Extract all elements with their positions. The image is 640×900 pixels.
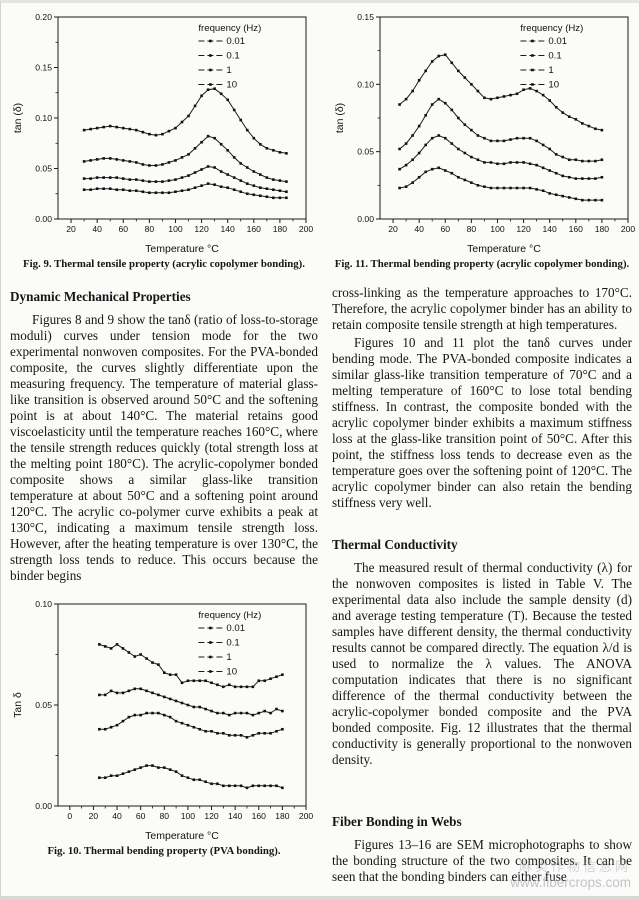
svg-text:Temperature °C: Temperature °C — [145, 830, 219, 842]
svg-text:60: 60 — [136, 811, 146, 821]
paragraph-thermal-conductivity: The measured result of thermal conductiv… — [332, 560, 632, 767]
paragraph-crosslinking: cross-linking as the temperature approac… — [332, 285, 632, 332]
figure-11-caption: Fig. 11. Thermal bending property (acryl… — [334, 258, 630, 270]
svg-text:Temperature °C: Temperature °C — [145, 243, 219, 255]
paragraph-fiber-bonding: Figures 13–16 are SEM microphotographs t… — [332, 837, 632, 884]
svg-text:0.10: 0.10 — [357, 79, 374, 89]
svg-text:180: 180 — [275, 811, 290, 821]
svg-text:100: 100 — [181, 811, 196, 821]
svg-text:1: 1 — [226, 652, 231, 663]
svg-text:200: 200 — [299, 224, 314, 234]
section-heading-thermal-conductivity: Thermal Conductivity — [332, 537, 458, 552]
svg-text:10: 10 — [548, 80, 559, 91]
left-column: 20 40 60 80 100 120 140 160 180 200 0.00 0.05 0.10 0.… — [10, 7, 318, 887]
svg-text:0: 0 — [67, 811, 72, 821]
svg-text:160: 160 — [252, 811, 267, 821]
svg-text:80: 80 — [467, 224, 477, 234]
svg-text:0.05: 0.05 — [35, 700, 52, 710]
svg-text:tan (δ): tan (δ) — [334, 103, 346, 133]
figure-11-chart: 20 40 60 80 100 120 140 160 180 200 0.00 0.05 0.10 0.… — [332, 7, 635, 257]
right-column: 20 40 60 80 100 120 140 160 180 200 0.00 0.05 0.10 0.… — [332, 7, 635, 887]
svg-text:frequency (Hz): frequency (Hz) — [520, 23, 583, 34]
svg-text:120: 120 — [516, 224, 531, 234]
svg-text:20: 20 — [66, 224, 76, 234]
svg-text:200: 200 — [299, 811, 314, 821]
svg-text:140: 140 — [228, 811, 243, 821]
svg-text:180: 180 — [595, 224, 610, 234]
svg-text:120: 120 — [204, 811, 219, 821]
figure-9: 20 40 60 80 100 120 140 160 180 200 0.00 0.05 0.10 0.… — [10, 7, 318, 271]
svg-text:0.20: 0.20 — [35, 12, 52, 22]
svg-text:0.01: 0.01 — [548, 36, 567, 47]
svg-text:0.1: 0.1 — [548, 51, 561, 62]
figure-11: 20 40 60 80 100 120 140 160 180 200 0.00 0.05 0.10 0.… — [332, 7, 635, 271]
svg-text:0.01: 0.01 — [226, 623, 245, 634]
svg-text:40: 40 — [112, 811, 122, 821]
svg-text:Temperature °C: Temperature °C — [467, 243, 541, 255]
svg-text:10: 10 — [226, 80, 237, 91]
svg-text:0.00: 0.00 — [35, 801, 52, 811]
svg-text:0.10: 0.10 — [35, 599, 52, 609]
svg-text:180: 180 — [273, 224, 288, 234]
figure-10-chart: 0 20 40 60 80 100 120 140 160 180 200 0.00 0.05 0.10 T… — [10, 594, 318, 844]
svg-text:20: 20 — [89, 811, 99, 821]
svg-text:120: 120 — [194, 224, 209, 234]
svg-text:0.00: 0.00 — [35, 214, 52, 224]
svg-text:1: 1 — [226, 65, 231, 76]
svg-text:tan (δ): tan (δ) — [12, 103, 24, 133]
figure-9-caption: Fig. 9. Thermal tensile property (acryli… — [23, 258, 305, 270]
svg-text:0.15: 0.15 — [35, 63, 52, 73]
svg-text:0.01: 0.01 — [226, 36, 245, 47]
svg-text:60: 60 — [440, 224, 450, 234]
svg-text:0.00: 0.00 — [357, 214, 374, 224]
svg-text:0.1: 0.1 — [226, 638, 239, 649]
svg-text:frequency (Hz): frequency (Hz) — [198, 23, 261, 34]
svg-text:140: 140 — [221, 224, 236, 234]
svg-text:200: 200 — [621, 224, 636, 234]
svg-text:0.05: 0.05 — [35, 164, 52, 174]
svg-text:frequency (Hz): frequency (Hz) — [198, 610, 261, 621]
svg-text:60: 60 — [118, 224, 128, 234]
section-heading-dynamic-mechanical-properties: Dynamic Mechanical Properties — [10, 289, 191, 304]
svg-text:100: 100 — [490, 224, 505, 234]
svg-text:0.05: 0.05 — [357, 147, 374, 157]
figure-10-caption: Fig. 10. Thermal bending property (PVA b… — [47, 845, 281, 857]
section-heading-fiber-bonding: Fiber Bonding in Webs — [332, 814, 462, 829]
svg-text:40: 40 — [414, 224, 424, 234]
svg-text:1: 1 — [548, 65, 553, 76]
svg-text:0.10: 0.10 — [35, 113, 52, 123]
svg-text:80: 80 — [160, 811, 170, 821]
svg-text:0.1: 0.1 — [226, 51, 239, 62]
svg-text:10: 10 — [226, 667, 237, 678]
paragraph-bending-mode: Figures 10 and 11 plot the tanδ curves u… — [332, 335, 632, 510]
svg-text:Tan δ: Tan δ — [12, 692, 24, 718]
svg-text:0.15: 0.15 — [357, 12, 374, 22]
svg-text:40: 40 — [92, 224, 102, 234]
svg-text:20: 20 — [388, 224, 398, 234]
figure-9-chart: 20 40 60 80 100 120 140 160 180 200 0.00 0.05 0.10 0.… — [10, 7, 318, 257]
svg-text:140: 140 — [543, 224, 558, 234]
two-column-layout: 20 40 60 80 100 120 140 160 180 200 0.00 0.05 0.10 0.… — [1, 3, 639, 887]
svg-text:80: 80 — [145, 224, 155, 234]
paragraph-dynamic-mechanical: Figures 8 and 9 show the tanδ (ratio of … — [10, 312, 318, 583]
svg-text:160: 160 — [247, 224, 262, 234]
svg-text:160: 160 — [569, 224, 584, 234]
svg-text:100: 100 — [168, 224, 183, 234]
figure-10: 0 20 40 60 80 100 120 140 160 180 200 0.00 0.05 0.10 T… — [10, 594, 318, 858]
